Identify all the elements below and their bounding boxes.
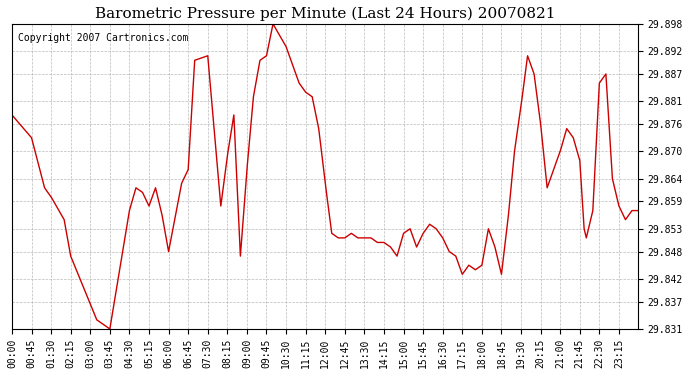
Text: Copyright 2007 Cartronics.com: Copyright 2007 Cartronics.com (18, 33, 188, 43)
Title: Barometric Pressure per Minute (Last 24 Hours) 20070821: Barometric Pressure per Minute (Last 24 … (95, 7, 555, 21)
